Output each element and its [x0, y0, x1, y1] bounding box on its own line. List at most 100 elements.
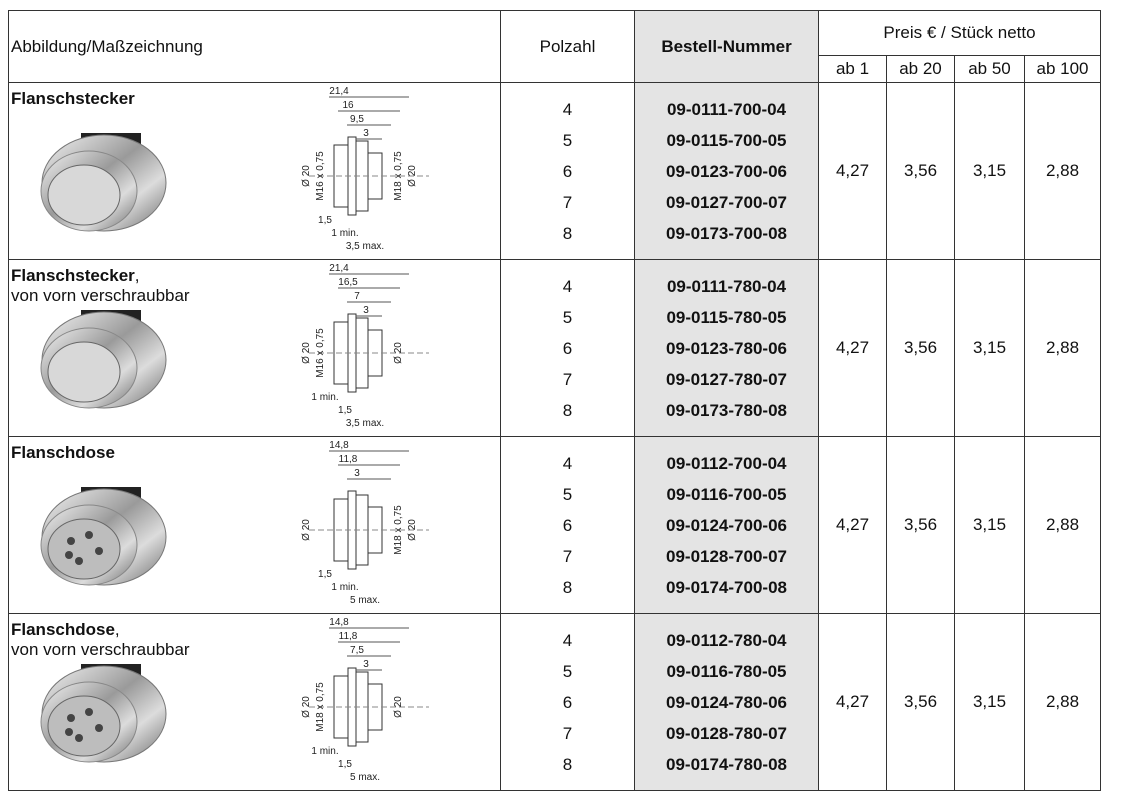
product-row: Flanschstecker, von vorn verschraubbar 21,… [8, 259, 1101, 437]
contact [67, 537, 75, 545]
order-number: 09-0128-780-07 [666, 723, 787, 743]
dimension-label: 1 min. [311, 392, 338, 403]
dimension-label: 5 max. [350, 772, 380, 783]
pole-count: 6 [562, 161, 573, 181]
connector-opening [47, 341, 121, 403]
pole-count: 6 [562, 515, 573, 535]
dimension-label: 1 min. [331, 582, 358, 593]
product-title: Flanschstecker, von vorn verschraubbar [11, 266, 190, 306]
product-title: Flanschdose, von vorn verschraubbar [11, 620, 190, 660]
dimension-label: 3 [363, 128, 369, 139]
pole-count: 7 [562, 723, 573, 743]
dimension-label: 14,8 [329, 440, 349, 451]
order-number: 09-0173-700-08 [666, 223, 787, 243]
table-header: Abbildung/Maßzeichnung Polzahl Bestell-N… [8, 10, 1101, 83]
price: 4,27 [818, 613, 887, 791]
product-row: Flanschstecker 21,4 16 9,5 3 Ø 20 M16 x 0,75 M1… [8, 82, 1101, 260]
table-body: Flanschstecker 21,4 16 9,5 3 Ø 20 M16 x 0,75 M1… [8, 82, 1101, 791]
price: 3,56 [886, 436, 955, 614]
order-number: 09-0174-780-08 [666, 754, 787, 774]
dimension-label: 3,5 max. [346, 418, 384, 429]
price-table: Abbildung/Maßzeichnung Polzahl Bestell-N… [8, 10, 1101, 791]
order-number: 09-0123-700-06 [666, 161, 787, 181]
dimension-label: 1,5 [318, 569, 332, 580]
contact [95, 724, 103, 732]
drawing-cell: Flanschdose, von vorn verschraubbar 14,8 11… [8, 613, 501, 791]
dimension-label: 14,8 [329, 617, 349, 628]
order-number: 09-0174-700-08 [666, 577, 787, 597]
pole-count: 7 [562, 192, 573, 212]
price: 3,15 [954, 82, 1025, 260]
contact [65, 728, 73, 736]
title-suffix: , [134, 266, 140, 285]
header-cell: ab 1 [818, 55, 887, 83]
dimension-label: 1 min. [331, 228, 358, 239]
poles-cell: 4 5 6 7 8 [500, 436, 635, 614]
price: 4,27 [818, 259, 887, 437]
dimension-label: 1,5 [338, 405, 352, 416]
contact [75, 557, 83, 565]
drawing-cell: Flanschdose 14,8 11,8 3 Ø 20 M18 x 0,75 Ø 20 1,… [8, 436, 501, 614]
order-number: 09-0124-780-06 [666, 692, 787, 712]
price: 3,15 [954, 436, 1025, 614]
dimension-label: M18 x 0,75 [315, 682, 326, 732]
contact [65, 551, 73, 559]
order-number: 09-0112-700-04 [666, 453, 787, 473]
dimension-label: Ø 20 [301, 519, 312, 541]
pole-count: 8 [562, 577, 573, 597]
dimension-label: 7 [354, 291, 360, 302]
order-cell: 09-0112-700-04 09-0116-700-05 09-0124-700-… [634, 436, 819, 614]
header-row: Abbildung/Maßzeichnung Polzahl Bestell-N… [8, 10, 1101, 83]
order-cell: 09-0111-780-04 09-0115-780-05 09-0123-780-… [634, 259, 819, 437]
price: 3,15 [954, 259, 1025, 437]
title-suffix: , [114, 620, 120, 639]
dimension-label: M16 x 0,75 [315, 151, 326, 201]
order-number: 09-0173-780-08 [666, 400, 787, 420]
price: 3,56 [886, 613, 955, 791]
dimension-label: M16 x 0,75 [315, 328, 326, 378]
price: 3,56 [886, 82, 955, 260]
title: Flanschdose [11, 443, 115, 462]
price: 4,27 [818, 82, 887, 260]
dimension-label: 3,5 max. [346, 241, 384, 252]
order-number: 09-0127-780-07 [666, 369, 787, 389]
order-number: 09-0115-700-05 [666, 130, 787, 150]
subtitle: von vorn verschraubbar [11, 286, 190, 305]
dimension-label: 9,5 [350, 114, 364, 125]
pole-count: 4 [562, 630, 573, 650]
title: Flanschstecker [11, 266, 135, 285]
pole-count: 8 [562, 754, 573, 774]
product-row: Flanschdose 14,8 11,8 3 Ø 20 M18 x 0,75 Ø 20 1,… [8, 436, 1101, 614]
dimension-label: 16,5 [338, 277, 358, 288]
poles-cell: 4 5 6 7 8 [500, 259, 635, 437]
dimension-label: 21,4 [329, 86, 349, 97]
pole-count: 4 [562, 453, 573, 473]
price: 2,88 [1024, 436, 1101, 614]
contact [85, 531, 93, 539]
pole-count: 5 [562, 130, 573, 150]
dimension-label: Ø 20 [393, 342, 404, 364]
pole-count: 4 [562, 276, 573, 296]
order-number: 09-0124-700-06 [666, 515, 787, 535]
dimension-label: Ø 20 [301, 165, 312, 187]
price: 2,88 [1024, 82, 1101, 260]
dimension-label: 3 [363, 305, 369, 316]
price: 4,27 [818, 436, 887, 614]
title: Flanschdose [11, 620, 115, 639]
dimension-label: 3 [354, 468, 360, 479]
header-cell: Polzahl [500, 10, 635, 83]
dimension-label: 7,5 [350, 645, 364, 656]
dimension-label: M18 x 0,75 [393, 151, 404, 201]
order-number: 09-0111-700-04 [666, 99, 787, 119]
order-cell: 09-0111-700-04 09-0115-700-05 09-0123-700-… [634, 82, 819, 260]
dimension-label: 3 [363, 659, 369, 670]
product-title: Flanschdose [11, 443, 115, 463]
pole-count: 5 [562, 307, 573, 327]
order-number: 09-0116-780-05 [666, 661, 787, 681]
pole-count: 5 [562, 661, 573, 681]
dimension-label: 11,8 [339, 631, 358, 642]
contact [75, 734, 83, 742]
pole-count: 8 [562, 400, 573, 420]
title: Flanschstecker [11, 89, 135, 108]
